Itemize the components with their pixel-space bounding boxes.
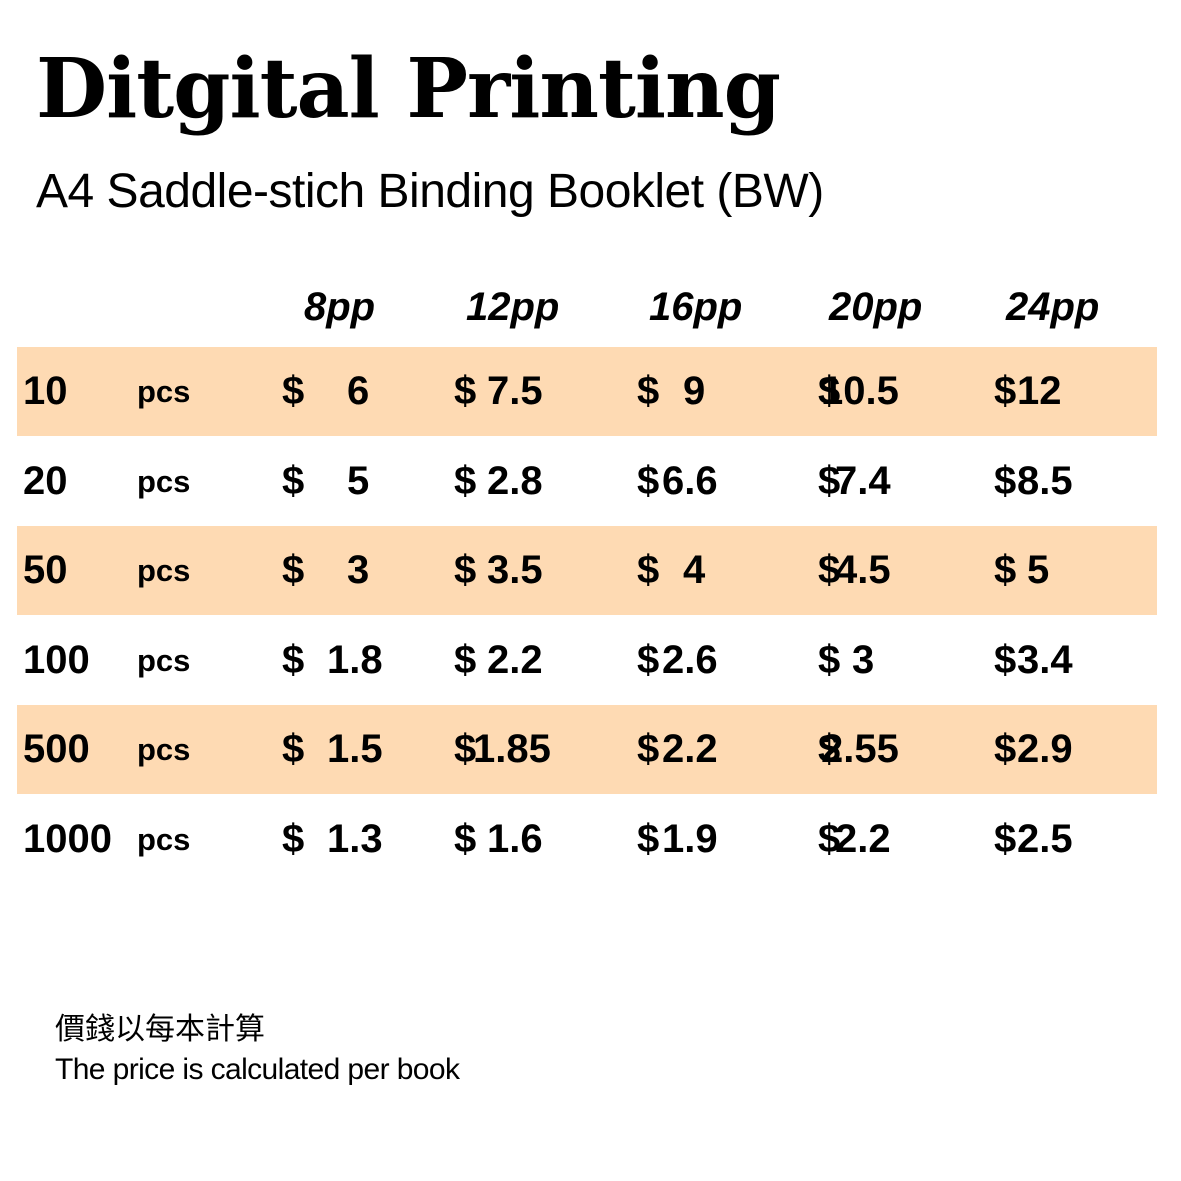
- currency-symbol: $: [637, 458, 660, 503]
- price-value: 2.9: [1017, 727, 1073, 771]
- price-value: 2.2: [835, 816, 891, 861]
- currency-symbol: $: [818, 637, 841, 682]
- quantity-label: 100: [23, 637, 90, 682]
- price-value: 3.4: [1017, 637, 1073, 682]
- currency-symbol: $: [818, 458, 841, 503]
- currency-symbol: $: [454, 727, 477, 771]
- price-value: 1.8: [327, 637, 383, 682]
- table-row: 1000 pcs $1.3 $1.6 $1.9 $2.2 $2.5: [17, 795, 1157, 884]
- price-value: 2.55: [821, 727, 899, 771]
- page-title: Ditgital Printing: [36, 41, 781, 137]
- price-value: 1.3: [327, 816, 383, 861]
- quantity-label: 1000: [23, 816, 112, 861]
- currency-symbol: $: [282, 816, 305, 861]
- price-value: 6: [347, 369, 370, 413]
- currency-symbol: $: [637, 548, 660, 592]
- unit-label: pcs: [137, 732, 191, 767]
- currency-symbol: $: [637, 369, 660, 413]
- currency-symbol: $: [994, 548, 1017, 592]
- table-row: 50 pcs $3 $3.5 $4 $4.5 $5: [17, 526, 1157, 615]
- column-header-16pp: 16pp: [649, 285, 743, 329]
- currency-symbol: $: [994, 369, 1017, 413]
- column-header-12pp: 12pp: [466, 285, 560, 329]
- price-value: 2.2: [487, 637, 543, 682]
- price-value: 3: [347, 548, 370, 592]
- currency-symbol: $: [637, 816, 660, 861]
- column-header-24pp: 24pp: [1006, 285, 1100, 329]
- price-value: 2.8: [487, 458, 543, 503]
- price-value: 2.6: [662, 637, 718, 682]
- quantity-label: 500: [23, 727, 90, 771]
- price-value: 4.5: [835, 548, 891, 592]
- price-value: 1.85: [473, 727, 551, 771]
- currency-symbol: $: [454, 816, 477, 861]
- note-english: The price is calculated per book: [55, 1053, 460, 1086]
- currency-symbol: $: [994, 816, 1017, 861]
- currency-symbol: $: [282, 727, 305, 771]
- table-row: 10 pcs $6 $7.5 $9 $10.5 $12: [17, 347, 1157, 436]
- unit-label: pcs: [137, 821, 191, 857]
- currency-symbol: $: [454, 637, 477, 682]
- note-chinese: 價錢以每本計算: [55, 1012, 265, 1047]
- table-row: 100 pcs $1.8 $2.2 $2.6 $3 $3.4: [17, 616, 1157, 705]
- column-header-8pp: 8pp: [304, 285, 376, 329]
- currency-symbol: $: [454, 548, 477, 592]
- currency-symbol: $: [818, 548, 841, 592]
- quantity-label: 10: [23, 369, 68, 413]
- currency-symbol: $: [994, 458, 1017, 503]
- currency-symbol: $: [637, 637, 660, 682]
- unit-label: pcs: [137, 374, 191, 409]
- price-value: 7.5: [487, 369, 543, 413]
- currency-symbol: $: [282, 369, 305, 413]
- price-value: 4: [683, 548, 706, 592]
- unit-label: pcs: [137, 463, 191, 499]
- price-value: 6.6: [662, 458, 718, 503]
- price-table-header: 8pp 12pp 16pp 20pp 24pp: [0, 282, 1181, 332]
- price-value: 1.5: [327, 727, 383, 771]
- unit-label: pcs: [137, 642, 191, 678]
- currency-symbol: $: [818, 816, 841, 861]
- price-value: 1.6: [487, 816, 543, 861]
- currency-symbol: $: [994, 727, 1017, 771]
- currency-symbol: $: [994, 637, 1017, 682]
- price-value: 2.5: [1017, 816, 1073, 861]
- currency-symbol: $: [818, 727, 841, 771]
- table-row: 20 pcs $5 $2.8 $6.6 $7.4 $8.5: [17, 437, 1157, 526]
- price-value: 7.4: [835, 458, 891, 503]
- price-value: 5: [347, 458, 370, 503]
- currency-symbol: $: [282, 637, 305, 682]
- price-value: 2.2: [662, 727, 718, 771]
- currency-symbol: $: [818, 369, 841, 413]
- price-value: 3.5: [487, 548, 543, 592]
- currency-symbol: $: [454, 369, 477, 413]
- quantity-label: 20: [23, 458, 68, 503]
- price-value: 8.5: [1017, 458, 1073, 503]
- price-value: 10.5: [821, 369, 899, 413]
- currency-symbol: $: [282, 458, 305, 503]
- currency-symbol: $: [454, 458, 477, 503]
- unit-label: pcs: [137, 553, 191, 588]
- price-value: 5: [1027, 548, 1050, 592]
- price-value: 9: [683, 369, 706, 413]
- price-value: 1.9: [662, 816, 718, 861]
- currency-symbol: $: [282, 548, 305, 592]
- quantity-label: 50: [23, 548, 68, 592]
- page-subtitle: A4 Saddle-stich Binding Booklet (BW): [36, 165, 824, 218]
- column-header-20pp: 20pp: [829, 285, 923, 329]
- table-row: 500 pcs $1.5 $1.85 $2.2 $2.55 $2.9: [17, 705, 1157, 794]
- currency-symbol: $: [637, 727, 660, 771]
- price-value: 12: [1017, 369, 1062, 413]
- price-value: 3: [852, 637, 875, 682]
